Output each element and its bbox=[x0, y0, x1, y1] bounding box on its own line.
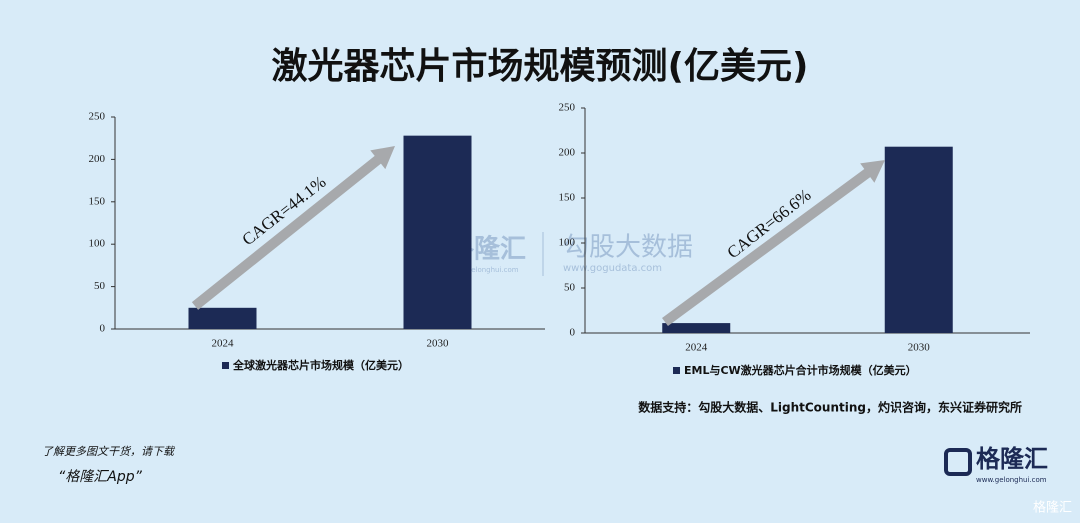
x-tick-label: 2024 bbox=[212, 338, 235, 350]
watermark-data-brand: 勾股大数据 bbox=[563, 233, 693, 263]
y-tick-label: 0 bbox=[100, 323, 106, 335]
footer-line1: 了解更多图文干货，请下载 bbox=[42, 445, 176, 458]
trend-arrow bbox=[662, 160, 885, 327]
source-note: 数据支持：勾股大数据、LightCounting，灼识咨询，东兴证券研究所 bbox=[638, 400, 1022, 415]
y-tick-label: 50 bbox=[564, 282, 576, 294]
trend-arrow bbox=[191, 146, 395, 310]
bar bbox=[662, 323, 731, 333]
y-tick-label: 250 bbox=[559, 102, 576, 114]
legend-label: EML与CW激光器芯片合计市场规模（亿美元） bbox=[684, 363, 917, 377]
y-tick-label: 150 bbox=[89, 195, 106, 207]
y-tick-label: 250 bbox=[89, 111, 106, 123]
watermark-url: www.gelonghui.com bbox=[448, 266, 519, 274]
x-tick-label: 2030 bbox=[427, 338, 450, 350]
footer-logo-url: www.gelonghui.com bbox=[976, 476, 1047, 484]
y-tick-label: 0 bbox=[570, 327, 576, 339]
x-tick-label: 2030 bbox=[908, 342, 931, 354]
watermark-data-url: www.gogudata.com bbox=[563, 263, 662, 274]
corner-watermark: 格隆汇 bbox=[1033, 500, 1072, 516]
legend-label: 全球激光器芯片市场规模（亿美元） bbox=[232, 358, 409, 372]
bar bbox=[188, 307, 257, 329]
legend-swatch bbox=[222, 362, 229, 369]
y-tick-label: 100 bbox=[89, 238, 106, 250]
y-tick-label: 200 bbox=[89, 153, 106, 165]
bar bbox=[403, 135, 472, 329]
footer-line2: “格隆汇App” bbox=[58, 469, 143, 485]
page-title: 激光器芯片市场规模预测(亿美元) bbox=[272, 46, 809, 87]
x-tick-label: 2024 bbox=[685, 342, 708, 354]
y-tick-label: 150 bbox=[559, 192, 576, 204]
footer-logo-icon bbox=[944, 448, 972, 476]
y-tick-label: 200 bbox=[559, 147, 576, 159]
bar bbox=[884, 146, 953, 333]
legend-swatch bbox=[673, 367, 680, 374]
footer-logo: 格隆汇 bbox=[976, 445, 1048, 473]
y-tick-label: 100 bbox=[559, 237, 576, 249]
y-tick-label: 50 bbox=[94, 280, 106, 292]
